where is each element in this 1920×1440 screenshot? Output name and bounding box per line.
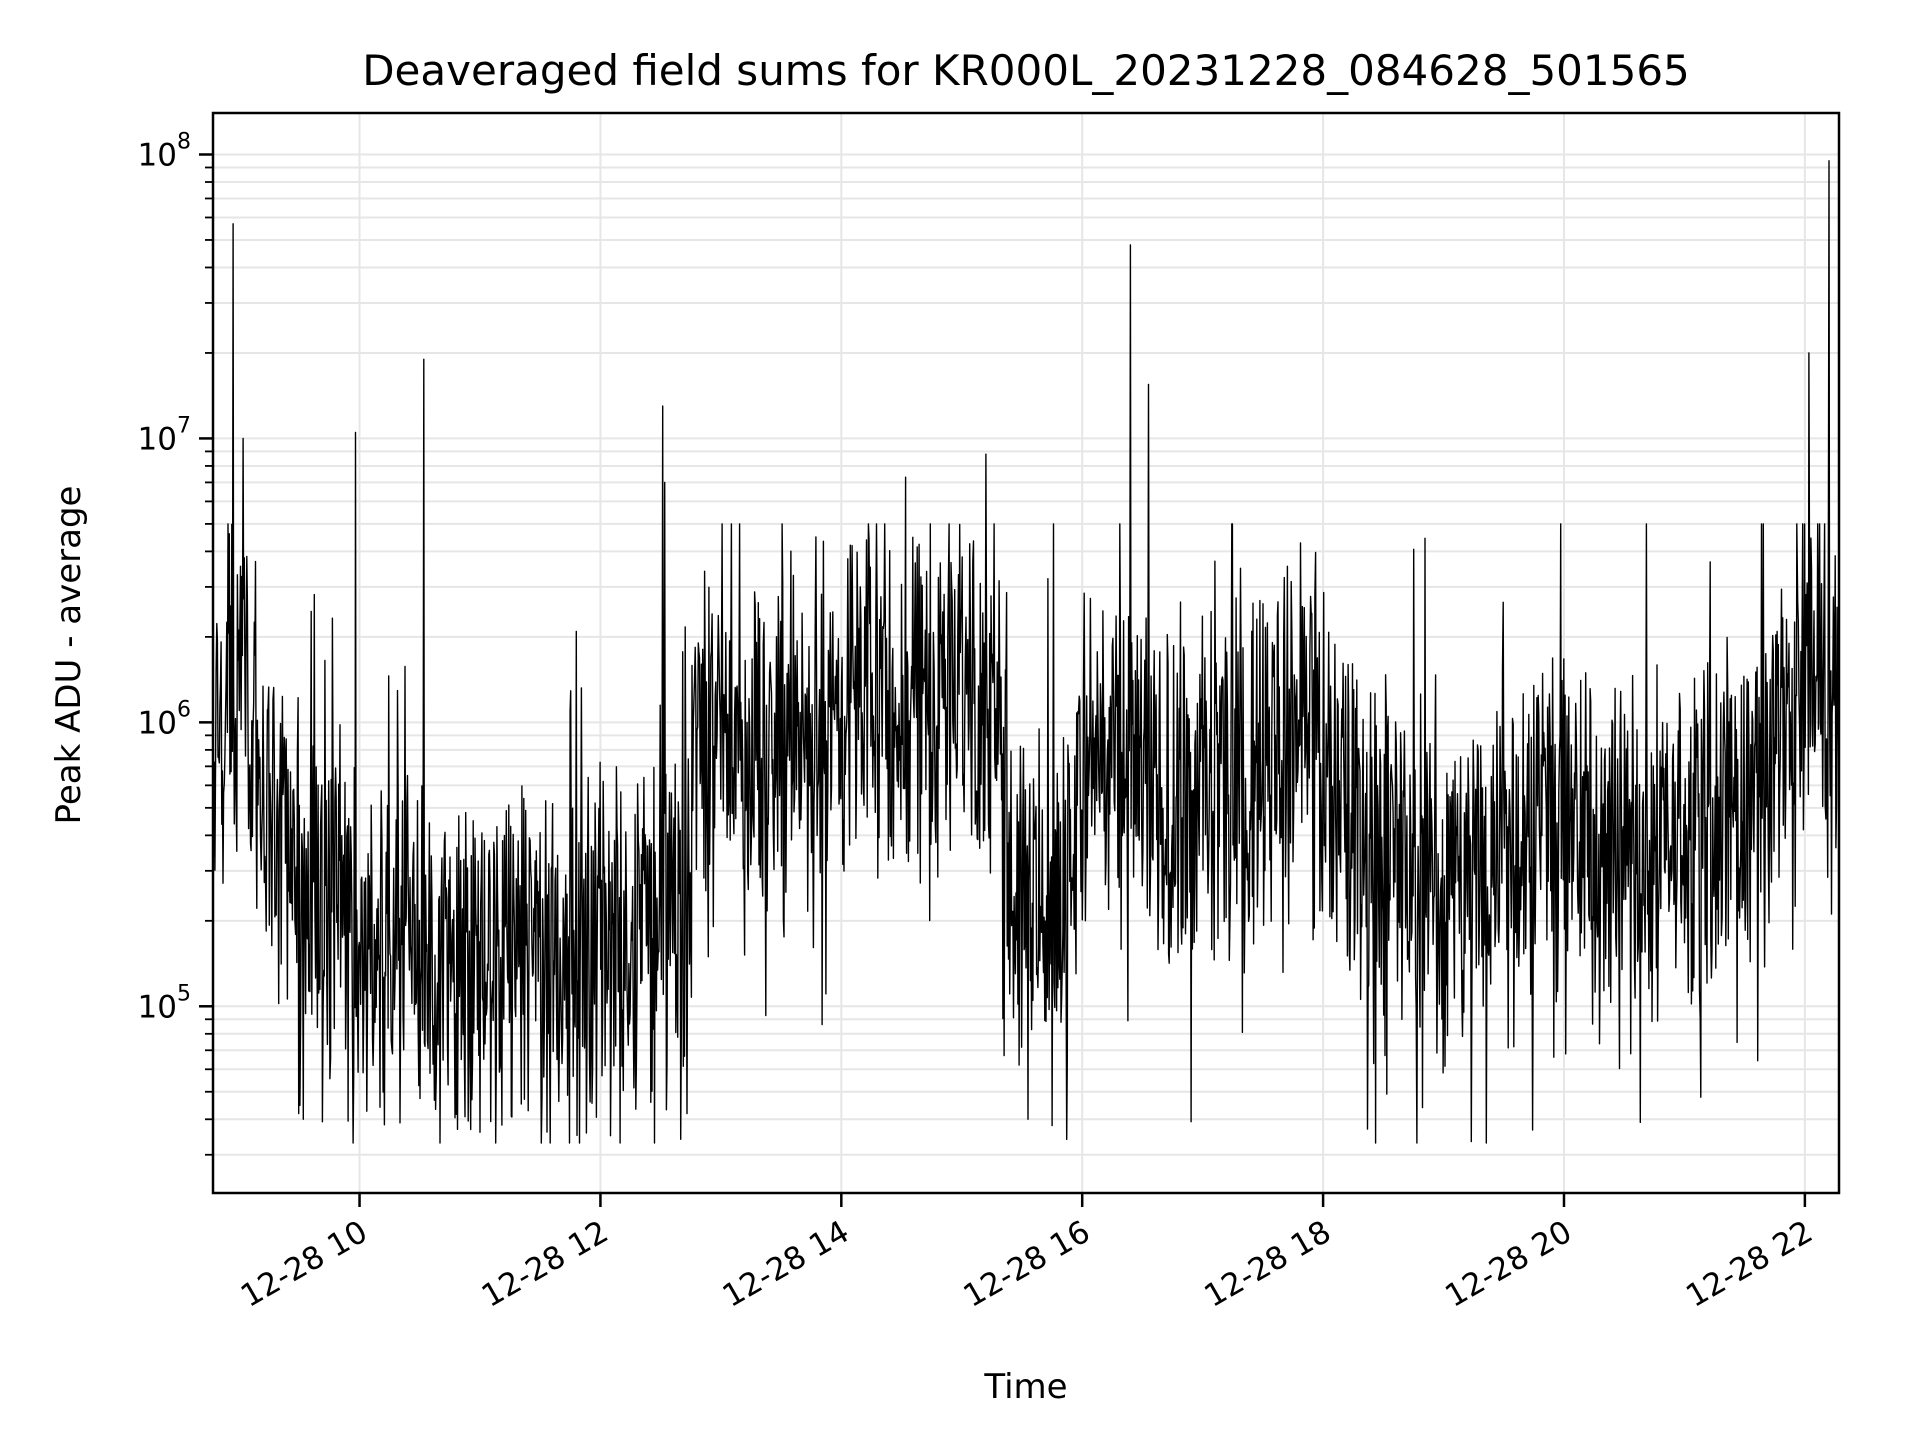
y-tick-base: 10 <box>138 137 177 173</box>
y-tick-label: 108 <box>138 129 191 173</box>
y-tick-label: 105 <box>138 981 191 1025</box>
series-line <box>212 160 1840 1144</box>
x-axis-label: Time <box>983 1367 1067 1407</box>
y-tick-label: 107 <box>138 413 191 457</box>
plot-frame <box>211 111 1841 1195</box>
data-series <box>212 160 1840 1144</box>
y-tick-exponent: 7 <box>177 413 191 438</box>
y-tick-exponent: 8 <box>177 129 191 154</box>
y-tick-base: 10 <box>138 705 177 741</box>
y-tick-label: 106 <box>138 697 191 741</box>
y-tick-base: 10 <box>138 421 177 457</box>
y-axis-label: Peak ADU - average <box>49 486 89 825</box>
y-tick-exponent: 6 <box>177 697 191 722</box>
y-tick-exponent: 5 <box>177 981 191 1006</box>
y-tick-base: 10 <box>138 989 177 1025</box>
chart-title: Deaveraged field sums for KR000L_2023122… <box>362 46 1690 95</box>
